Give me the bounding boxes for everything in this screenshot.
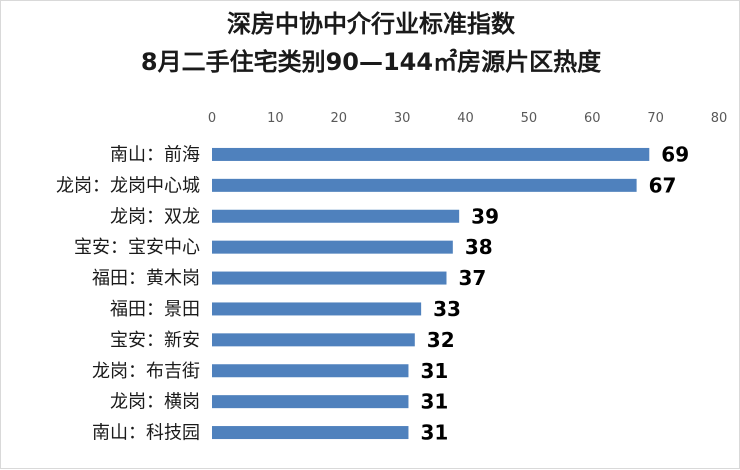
- data-label: 33: [433, 297, 461, 321]
- bar: [212, 426, 409, 440]
- bar: [212, 147, 650, 161]
- data-label: 67: [649, 173, 677, 197]
- category-label: 龙岗：布吉街: [92, 361, 200, 382]
- category-label: 宝安：宝安中心: [74, 237, 200, 258]
- bar: [212, 395, 409, 409]
- x-tick-label: 40: [457, 111, 474, 126]
- x-tick-label: 20: [330, 111, 347, 126]
- category-label: 福田：黄木岗: [92, 268, 200, 289]
- x-tick-label: 10: [267, 111, 284, 126]
- bar: [212, 271, 447, 285]
- bar: [212, 333, 415, 347]
- category-label: 福田：景田: [110, 299, 200, 320]
- data-label: 31: [420, 421, 448, 445]
- bar: [212, 302, 422, 316]
- data-label: 69: [661, 142, 689, 166]
- category-label: 龙岗：龙岗中心城: [56, 175, 200, 196]
- bar: [212, 209, 460, 223]
- data-label: 32: [427, 328, 455, 352]
- x-tick-label: 60: [584, 111, 601, 126]
- category-label: 龙岗：双龙: [110, 206, 200, 227]
- category-label: 南山：前海: [110, 144, 200, 165]
- data-label: 39: [471, 204, 499, 228]
- bar: [212, 364, 409, 378]
- data-label: 38: [465, 235, 493, 259]
- chart-title: 深房中协中介行业标准指数: [227, 10, 515, 38]
- category-label: 宝安：新安: [110, 330, 200, 351]
- x-tick-label: 70: [647, 111, 664, 126]
- chart-subtitle: 8月二手住宅类别90—144㎡房源片区热度: [140, 48, 602, 76]
- x-tick-label: 30: [394, 111, 411, 126]
- bar: [212, 178, 637, 192]
- data-label: 37: [458, 266, 486, 290]
- bar: [212, 240, 453, 254]
- category-label: 龙岗：横岗: [110, 392, 200, 413]
- data-label: 31: [420, 359, 448, 383]
- data-label: 31: [420, 390, 448, 414]
- x-tick-label: 80: [711, 111, 728, 126]
- category-label: 南山：科技园: [92, 423, 200, 444]
- x-tick-label: 0: [208, 111, 216, 126]
- x-tick-label: 50: [521, 111, 538, 126]
